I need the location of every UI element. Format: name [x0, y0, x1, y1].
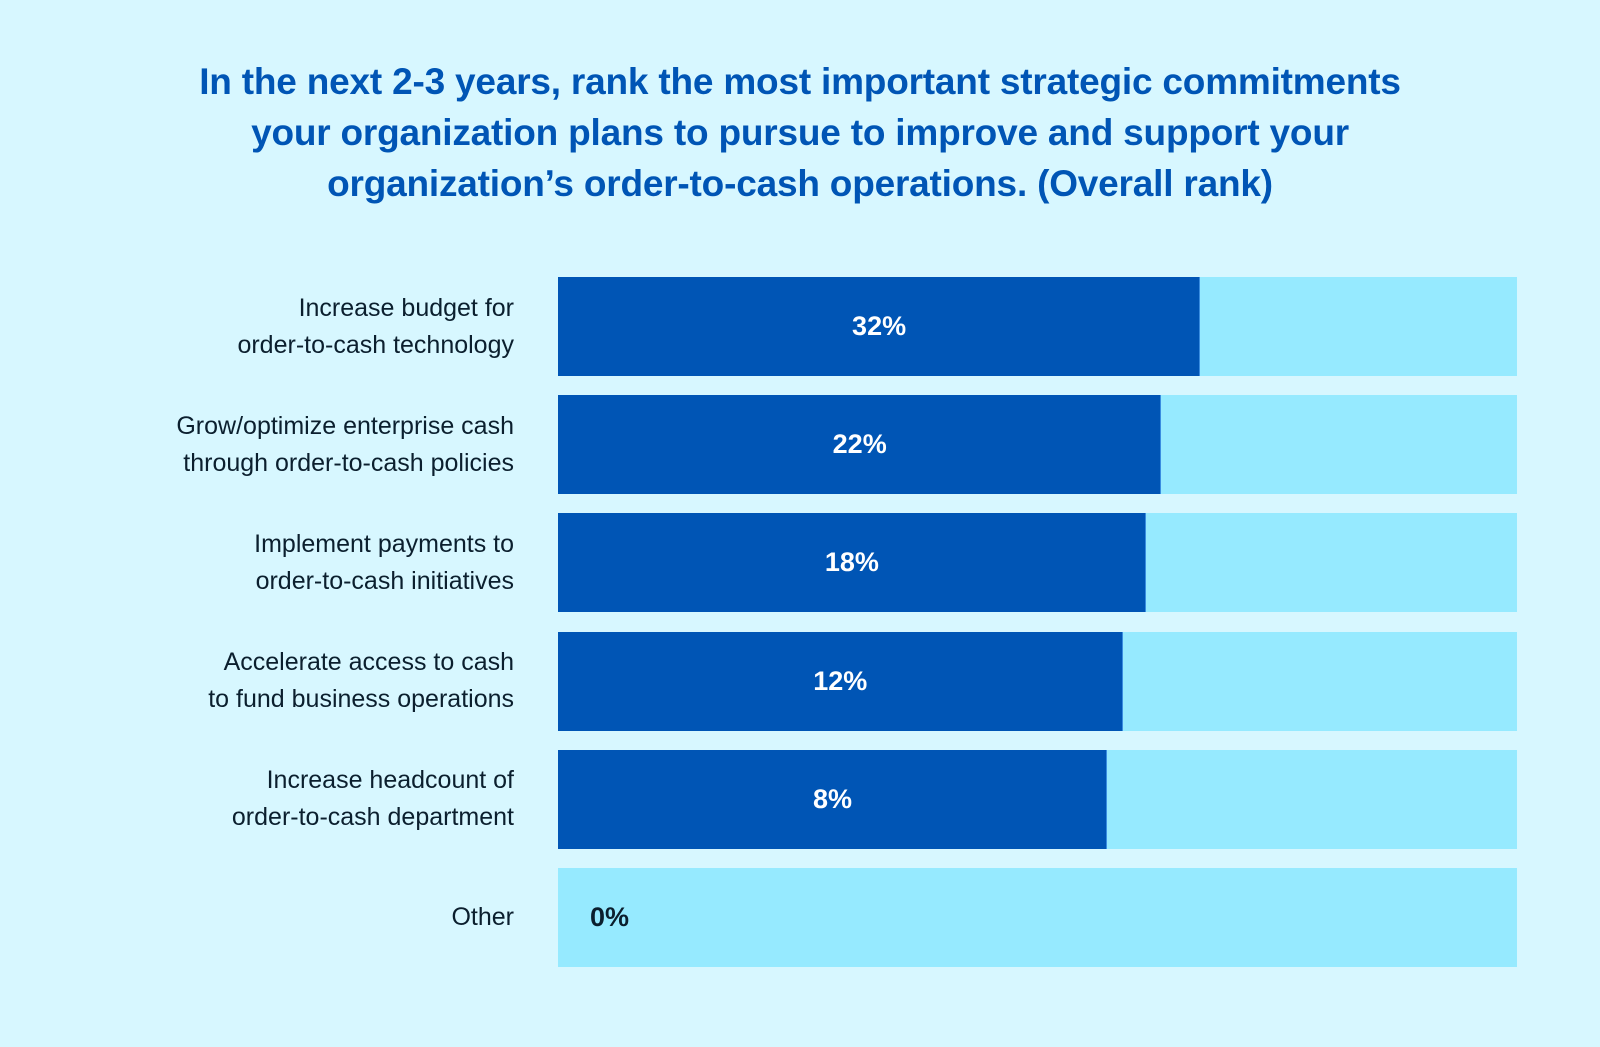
category-label: Grow/optimize enterprise cash through ord…: [176, 395, 514, 494]
category-label: Accelerate access to cash to fund busines…: [208, 632, 514, 731]
category-label-line: order-to-cash initiatives: [255, 566, 514, 595]
bar: [558, 395, 1162, 495]
bar-row: Increase budget for order-to-cash technol…: [0, 277, 1600, 376]
data-label: 8%: [813, 783, 853, 814]
bar-row: Accelerate access to cash to fund busines…: [0, 631, 1600, 731]
data-label: 32%: [852, 311, 907, 341]
category-label: Increase headcount of order-to-cash depar…: [232, 750, 514, 849]
bar: [558, 631, 1123, 731]
category-label-line: Implement payments to: [254, 529, 514, 558]
data-label: 22%: [832, 429, 887, 460]
bar-row: Grow/optimize enterprise cash through ord…: [0, 395, 1600, 495]
chart-title: In the next 2-3 years, rank the most imp…: [60, 56, 1540, 209]
category-label-line: Grow/optimize enterprise cash: [176, 411, 514, 440]
bar-track: 8%: [558, 749, 1517, 849]
category-label-line: through order-to-cash policies: [183, 448, 514, 477]
data-label: 12%: [813, 665, 868, 696]
category-label-line: Increase headcount of: [266, 766, 514, 795]
category-label: Implement payments to order-to-cash initi…: [254, 513, 514, 612]
bar-row: Increase headcount of order-to-cash depar…: [0, 749, 1600, 849]
category-label-line: Other: [451, 903, 514, 931]
bar-row: Implement payments to order-to-cash initi…: [0, 513, 1600, 613]
data-label: 0%: [590, 902, 630, 932]
bar-row: Other 0%: [0, 868, 1600, 967]
category-label: Other: [451, 868, 514, 967]
bar: [558, 513, 1146, 613]
category-label-line: to fund business operations: [208, 685, 514, 714]
bar-track: 18%: [558, 513, 1517, 613]
title-line: In the next 2-3 years, rank the most imp…: [199, 61, 1401, 102]
bar: [558, 277, 1201, 376]
bar-track: 22%: [558, 395, 1517, 495]
bar-track: 12%: [558, 631, 1517, 731]
category-label-line: Accelerate access to cash: [223, 648, 514, 677]
category-label-line: order-to-cash technology: [237, 330, 514, 359]
category-label-line: order-to-cash department: [231, 803, 514, 832]
category-label-line: Increase budget for: [298, 293, 514, 322]
bar-track: 32%: [558, 277, 1517, 376]
data-label: 18%: [824, 547, 879, 578]
title-line: your organization plans to pursue to imp…: [251, 112, 1349, 153]
title-line: organization’s order-to-cash operations.…: [327, 163, 1273, 204]
bar-track: 0%: [558, 868, 1517, 967]
bar: [558, 749, 1108, 849]
category-label: Increase budget for order-to-cash technol…: [237, 277, 514, 376]
